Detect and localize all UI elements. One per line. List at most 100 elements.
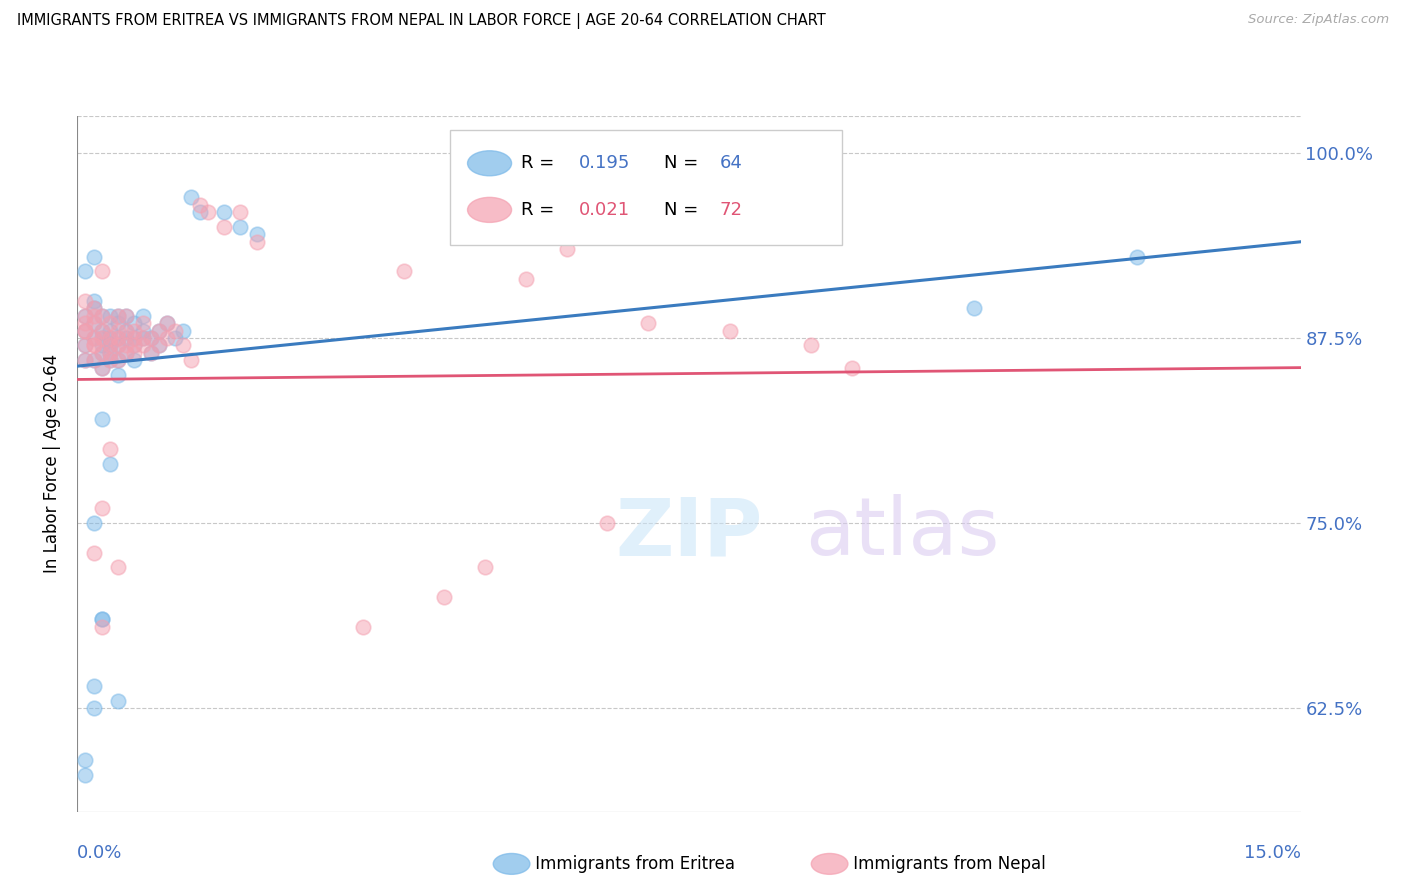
Point: [131, 316, 153, 330]
Point: [515, 272, 537, 286]
Point: [98, 346, 121, 360]
Point: [131, 324, 153, 338]
Point: [90, 338, 112, 352]
Point: [90, 620, 112, 634]
Point: [98, 316, 121, 330]
Point: [474, 560, 496, 574]
Point: [90, 324, 112, 338]
Point: [678, 205, 700, 219]
Text: 15.0%: 15.0%: [1243, 845, 1301, 863]
Point: [90, 264, 112, 278]
Text: 0.195: 0.195: [579, 154, 630, 172]
Point: [98, 338, 121, 352]
Text: N =: N =: [665, 154, 704, 172]
Point: [98, 442, 121, 456]
Point: [124, 346, 146, 360]
Point: [107, 368, 129, 382]
Point: [172, 338, 194, 352]
Point: [180, 353, 202, 368]
Text: 64: 64: [720, 154, 742, 172]
Point: [212, 219, 235, 234]
Point: [90, 346, 112, 360]
Point: [83, 353, 105, 368]
Point: [98, 457, 121, 471]
Point: [229, 219, 252, 234]
Point: [165, 324, 187, 338]
Point: [98, 353, 121, 368]
Point: [172, 324, 194, 338]
Point: [115, 309, 138, 323]
Point: [392, 264, 415, 278]
Point: [156, 331, 179, 345]
Point: [75, 338, 97, 352]
Point: [98, 324, 121, 338]
Point: [107, 331, 129, 345]
Text: 0.021: 0.021: [579, 201, 630, 219]
Point: [197, 205, 219, 219]
Point: [83, 316, 105, 330]
Point: [90, 612, 112, 626]
Circle shape: [468, 197, 512, 222]
Point: [963, 301, 986, 316]
Point: [107, 316, 129, 330]
Point: [98, 309, 121, 323]
Text: 72: 72: [720, 201, 742, 219]
Point: [124, 324, 146, 338]
Point: [637, 316, 659, 330]
Point: [83, 293, 105, 308]
Point: [180, 190, 202, 204]
Point: [75, 324, 97, 338]
Point: [148, 324, 170, 338]
Text: IMMIGRANTS FROM ERITREA VS IMMIGRANTS FROM NEPAL IN LABOR FORCE | AGE 20-64 CORR: IMMIGRANTS FROM ERITREA VS IMMIGRANTS FR…: [17, 13, 825, 29]
Point: [139, 346, 162, 360]
Point: [90, 331, 112, 345]
Text: N =: N =: [665, 201, 704, 219]
Point: [75, 293, 97, 308]
Point: [188, 205, 211, 219]
Point: [75, 324, 97, 338]
Point: [75, 324, 97, 338]
Point: [75, 353, 97, 368]
Point: [90, 612, 112, 626]
Point: [75, 264, 97, 278]
Y-axis label: In Labor Force | Age 20-64: In Labor Force | Age 20-64: [44, 354, 62, 574]
Point: [83, 701, 105, 715]
Point: [246, 227, 269, 242]
Point: [800, 338, 823, 352]
Point: [139, 331, 162, 345]
Point: [107, 353, 129, 368]
Point: [90, 501, 112, 516]
Point: [107, 338, 129, 352]
Point: [433, 590, 456, 604]
Point: [148, 324, 170, 338]
Text: Source: ZipAtlas.com: Source: ZipAtlas.com: [1249, 13, 1389, 27]
Point: [156, 316, 179, 330]
Point: [107, 324, 129, 338]
Point: [90, 331, 112, 345]
Point: [90, 346, 112, 360]
Point: [115, 346, 138, 360]
Point: [124, 338, 146, 352]
Point: [83, 679, 105, 693]
Point: [107, 309, 129, 323]
Point: [90, 309, 112, 323]
Text: atlas: atlas: [806, 494, 1000, 573]
Point: [124, 353, 146, 368]
Point: [83, 338, 105, 352]
Point: [165, 331, 187, 345]
Point: [139, 346, 162, 360]
Point: [90, 360, 112, 375]
Point: [90, 309, 112, 323]
Point: [75, 316, 97, 330]
Point: [115, 324, 138, 338]
Point: [246, 235, 269, 249]
Point: [75, 768, 97, 782]
Point: [75, 753, 97, 767]
Circle shape: [468, 151, 512, 176]
Point: [156, 316, 179, 330]
Point: [352, 620, 374, 634]
Point: [596, 516, 619, 530]
Point: [229, 205, 252, 219]
Point: [139, 331, 162, 345]
Point: [107, 309, 129, 323]
